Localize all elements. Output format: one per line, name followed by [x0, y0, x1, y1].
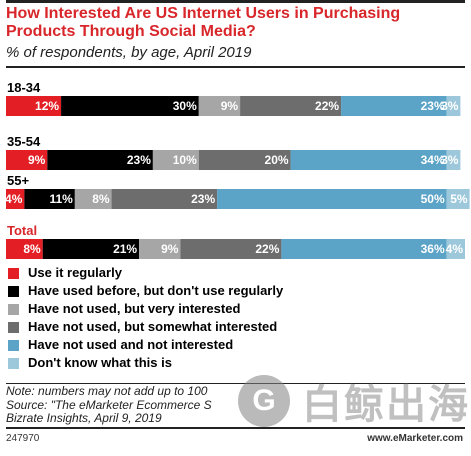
legend-label: Use it regularly	[28, 265, 122, 280]
bar-segment	[281, 239, 447, 259]
data-label: 23%	[421, 99, 445, 113]
bar-segment	[446, 96, 461, 116]
bar-segment	[446, 239, 465, 259]
top-rule	[6, 0, 465, 3]
data-label: 9%	[28, 153, 46, 167]
data-label: 34%	[421, 153, 445, 167]
header-divider	[6, 66, 465, 68]
bar-segment	[341, 96, 447, 116]
legend-item: Don't know what this is	[8, 354, 283, 372]
legend-item: Use it regularly	[8, 264, 283, 282]
footer-divider	[6, 383, 465, 384]
data-label: 8%	[23, 242, 41, 256]
watermark: G 白鲸出海	[238, 368, 468, 434]
data-label: 21%	[113, 242, 137, 256]
bar-segment	[6, 189, 25, 209]
chart-title: How Interested Are US Internet Users in …	[6, 5, 401, 40]
bar-segment	[47, 150, 153, 170]
legend: Use it regularly Have used before, but do…	[8, 264, 283, 372]
legend-swatch	[8, 357, 19, 369]
data-label: 22%	[255, 242, 279, 256]
chart-id: 247970	[6, 433, 40, 444]
bar-segment	[217, 189, 447, 209]
bar-segment	[24, 189, 75, 209]
bar-segment	[290, 150, 447, 170]
bar-segment	[240, 96, 342, 116]
data-label: 5%	[450, 192, 468, 206]
data-label: 8%	[92, 192, 110, 206]
legend-swatch	[8, 267, 19, 279]
data-label: 50%	[421, 192, 445, 206]
data-label: 3%	[441, 99, 459, 113]
source-line-2: Bizrate Insights, April 9, 2019	[6, 411, 162, 425]
data-label: 20%	[265, 153, 289, 167]
chart-notes: Note: numbers may not add up to 100 Sour…	[6, 384, 426, 426]
note-line: Note: numbers may not add up to 100	[6, 384, 208, 398]
data-label: 4%	[5, 192, 23, 206]
bar-segment	[152, 150, 199, 170]
legend-swatch	[8, 285, 19, 297]
chart-subtitle: % of respondents, by age, April 2019	[6, 44, 252, 61]
watermark-text: 白鲸出海	[302, 383, 470, 427]
bar-segment	[42, 239, 140, 259]
data-label: 9%	[221, 99, 239, 113]
bar-segment	[198, 96, 241, 116]
data-label: 30%	[173, 99, 197, 113]
legend-swatch	[8, 339, 19, 351]
data-label: 10%	[173, 153, 197, 167]
legend-swatch	[8, 321, 19, 333]
legend-label: Have not used, but very interested	[28, 301, 241, 316]
bar-segment	[6, 96, 62, 116]
bar-segment	[111, 189, 218, 209]
data-label: 4%	[446, 242, 464, 256]
data-label: 3%	[441, 153, 459, 167]
category-label: Total	[7, 223, 37, 238]
legend-item: Have not used and not interested	[8, 336, 283, 354]
data-label: 12%	[35, 99, 59, 113]
legend-item: Have not used, but somewhat interested	[8, 318, 283, 336]
data-label: 23%	[191, 192, 215, 206]
brand-url: www.eMarketer.com	[367, 433, 463, 444]
legend-label: Have used before, but don't use regularl…	[28, 283, 284, 298]
data-label: 23%	[127, 153, 151, 167]
bottom-rule	[6, 427, 465, 429]
bar-segment	[446, 189, 470, 209]
legend-item: Have used before, but don't use regularl…	[8, 282, 283, 300]
legend-label: Have not used, but somewhat interested	[28, 319, 278, 334]
legend-label: Don't know what this is	[28, 355, 172, 370]
data-label: 11%	[49, 192, 73, 206]
bar-segment	[6, 150, 48, 170]
category-label: 55+	[7, 173, 29, 188]
legend-swatch	[8, 303, 19, 315]
data-label: 9%	[161, 242, 179, 256]
bar-segment	[74, 189, 112, 209]
bar-segment	[139, 239, 181, 259]
legend-label: Have not used and not interested	[28, 337, 234, 352]
bar-segment	[6, 239, 43, 259]
category-label: 18-34	[7, 80, 41, 95]
bar-segment	[180, 239, 282, 259]
bar-segment	[198, 150, 291, 170]
source-line: Source: "The eMarketer Ecommerce S	[6, 397, 212, 412]
bar-segment	[61, 96, 199, 116]
data-label: 36%	[421, 242, 445, 256]
category-label: 35-54	[7, 134, 41, 149]
watermark-logo-icon: G	[238, 375, 290, 427]
data-label: 22%	[315, 99, 339, 113]
legend-item: Have not used, but very interested	[8, 300, 283, 318]
bar-segment	[446, 150, 461, 170]
